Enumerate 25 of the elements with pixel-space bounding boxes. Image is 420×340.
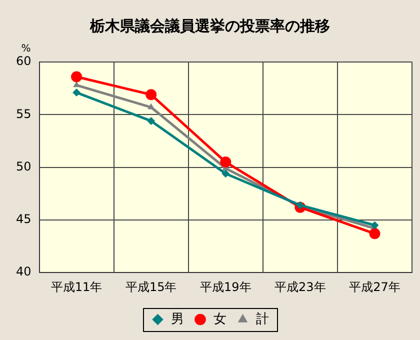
chart-title: 栃木県議会議員選挙の投票率の推移 [89,16,330,35]
point [72,88,81,97]
point [146,89,157,100]
x-tick-label: 平成19年 [200,280,252,294]
legend-label: 女 [213,312,226,327]
x-tick-label: 平成27年 [349,280,400,294]
x-tick-label: 平成15年 [125,280,177,294]
y-tick-label: 40 [16,264,32,279]
point [147,116,156,125]
legend-label: 計 [256,312,269,327]
x-tick-label: 平成11年 [50,280,102,294]
y-axis-title: % [21,44,31,55]
point [222,170,230,178]
y-tick-label: 55 [16,106,32,121]
point [220,156,232,168]
point [369,228,380,240]
x-tick-label: 平成23年 [274,280,326,294]
point [71,71,82,82]
point [73,81,80,88]
y-tick-label: 60 [16,54,32,68]
point [148,103,155,110]
point [370,221,379,230]
y-tick-label: 50 [16,159,32,174]
legend-label: 男 [170,312,184,327]
y-tick-label: 45 [16,212,32,226]
